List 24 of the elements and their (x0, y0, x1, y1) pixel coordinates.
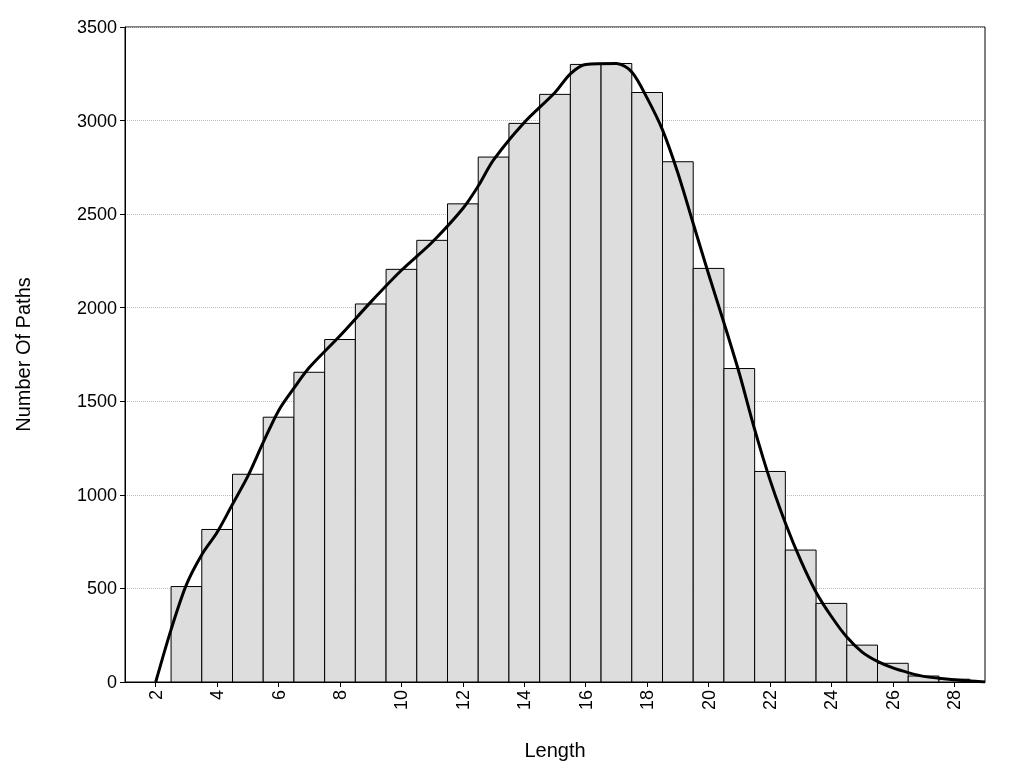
y-tick-label: 2000 (76, 297, 117, 318)
x-tick-label: 22 (760, 690, 780, 711)
x-axis-title: Length (524, 739, 586, 761)
x-tick-label: 14 (514, 690, 535, 711)
x-tick-label: 20 (698, 690, 719, 711)
y-tick-label: 3000 (76, 110, 117, 131)
x-tick-label: 18 (637, 690, 658, 711)
y-tick-label: 500 (86, 578, 117, 599)
y-axis-title: Number Of Paths (12, 277, 34, 432)
y-tick-label: 1000 (76, 484, 117, 505)
y-tick-label: 1500 (76, 391, 117, 412)
x-tick-label: 4 (207, 690, 228, 701)
x-tick-label: 28 (944, 690, 965, 711)
x-tick-label: 12 (452, 690, 473, 711)
x-tick-label: 6 (268, 690, 289, 701)
y-tick-label: 2500 (76, 204, 117, 225)
x-tick-label: 26 (882, 690, 903, 711)
y-tick-label: 0 (106, 672, 117, 692)
x-tick-label: 8 (330, 690, 350, 701)
x-tick-label: 16 (575, 690, 596, 711)
y-tick-label: 3500 (76, 17, 117, 37)
x-tick-label: 10 (391, 690, 412, 711)
x-tick-label: 24 (821, 690, 842, 711)
x-tick-label: 2 (145, 690, 166, 701)
